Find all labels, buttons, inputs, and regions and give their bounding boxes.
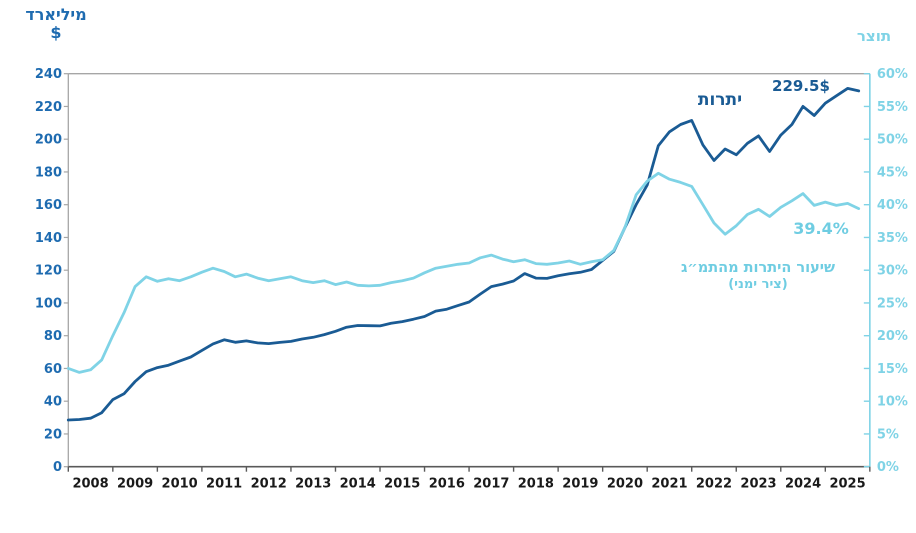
x-axis-year-label: 2014 [340, 477, 376, 492]
x-axis-year-label: 2021 [651, 477, 687, 492]
x-axis-year-label: 2016 [429, 477, 465, 492]
x-axis-year-label: 2023 [740, 477, 776, 492]
right-axis-title: תוצר [856, 27, 892, 45]
left-axis-tick-label: 40 [44, 395, 62, 410]
left-axis-tick-label: 0 [53, 460, 62, 475]
right-axis-tick-label: 55% [877, 100, 908, 115]
right-axis-tick-label: 50% [877, 133, 908, 148]
right-axis-tick-label: 5% [877, 427, 899, 442]
gdp-share-end-value: 39.4% [793, 219, 849, 238]
x-axis-year-label: 2017 [473, 477, 509, 492]
right-axis-tick-label: 20% [877, 329, 908, 344]
x-axis-year-label: 2013 [295, 477, 331, 492]
left-axis-title-text: מיליארד [25, 5, 87, 24]
gdp-share-line [66, 171, 861, 374]
x-axis-year-label: 2015 [384, 477, 420, 492]
right-axis-tick-label: 15% [877, 362, 908, 377]
right-axis-tick-label: 60% [877, 67, 908, 82]
right-axis-tick-label: 0% [877, 460, 899, 475]
left-axis-tick-label: 220 [35, 100, 62, 115]
x-axis-year-label: 2020 [607, 477, 643, 492]
x-axis-year-label: 2022 [696, 477, 732, 492]
tick-label-layer: 24022020018016014012010080604020060%55%5… [35, 67, 908, 492]
left-axis-tick-label: 60 [44, 362, 62, 377]
left-axis-title: מיליארד $ [20, 5, 92, 43]
right-axis-tick-label: 35% [877, 231, 908, 246]
left-axis-tick-label: 120 [35, 264, 62, 279]
left-axis-tick-label: 100 [35, 296, 62, 311]
left-axis-tick-label: 180 [35, 165, 62, 180]
x-axis-year-label: 2011 [206, 477, 242, 492]
right-axis-tick-label: 30% [877, 264, 908, 279]
right-axis-tick-label: 10% [877, 395, 908, 410]
x-axis-year-label: 2008 [72, 477, 108, 492]
left-axis-tick-label: 240 [35, 67, 62, 82]
x-axis-year-label: 2010 [162, 477, 198, 492]
left-axis-title-unit: $ [50, 23, 62, 43]
left-axis-tick-label: 80 [44, 329, 62, 344]
series-layer [66, 87, 861, 422]
gdp-share-series-label-main: שיעור היתרות מהתמ״ג [680, 260, 836, 276]
right-axis-tick-label: 40% [877, 198, 908, 213]
left-axis-tick-label: 20 [44, 427, 62, 442]
x-axis-year-label: 2024 [785, 477, 821, 492]
x-axis-year-label: 2018 [518, 477, 554, 492]
axes-layer [63, 72, 871, 472]
reserves-series-label: יתרות [697, 90, 743, 110]
x-axis-year-label: 2025 [829, 477, 865, 492]
left-axis-tick-label: 200 [35, 133, 62, 148]
left-axis-tick-label: 140 [35, 231, 62, 246]
x-axis-year-label: 2019 [562, 477, 598, 492]
x-axis-year-label: 2009 [117, 477, 153, 492]
gdp-share-series-label: שיעור היתרות מהתמ״ג (ציר ימני) [668, 260, 848, 293]
x-axis-year-label: 2012 [251, 477, 287, 492]
left-axis-tick-label: 160 [35, 198, 62, 213]
gdp-share-series-sublabel: (ציר ימני) [728, 276, 788, 292]
reserves-line [66, 87, 861, 422]
reserves-end-value: 229.5$ [772, 77, 830, 95]
right-axis-tick-label: 25% [877, 296, 908, 311]
right-axis-tick-label: 45% [877, 165, 908, 180]
